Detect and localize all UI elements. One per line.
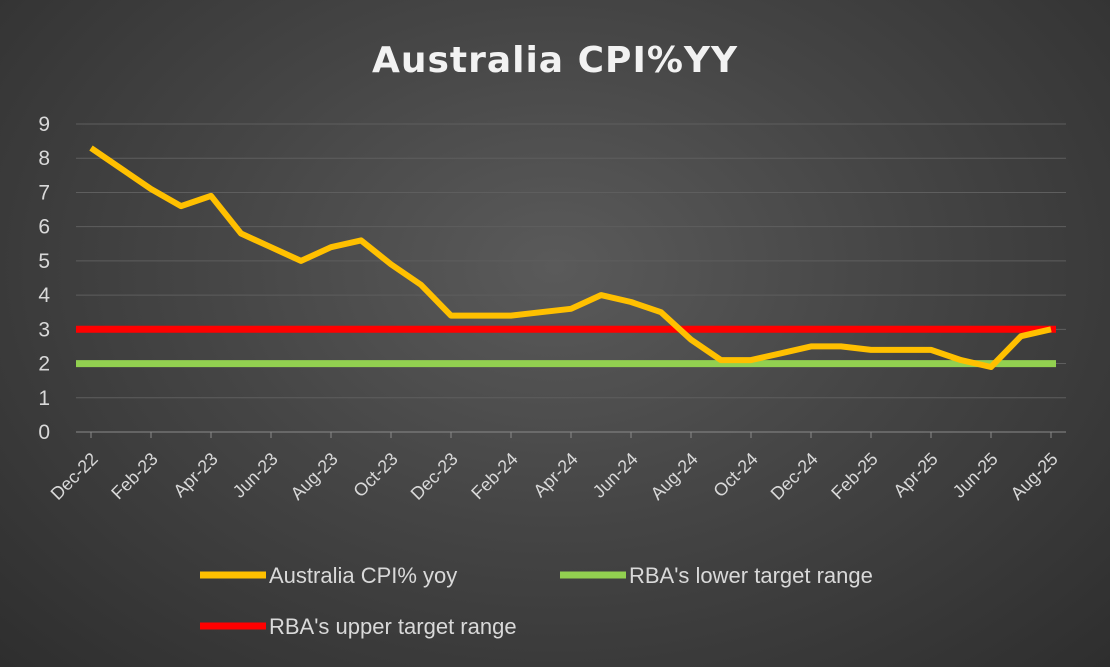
grid-layer bbox=[76, 123, 1066, 433]
chart-title: Australia CPI%YY bbox=[372, 40, 738, 81]
x-tick-label: Apr-24 bbox=[529, 449, 581, 501]
x-tick-labels: Dec-22 Feb-23 Apr-23 Jun-23 Aug-23 Oct-23 Dec-… bbox=[47, 432, 1062, 504]
x-tick-label: Feb-24 bbox=[467, 449, 521, 503]
x-tick-label: Dec-23 bbox=[407, 449, 462, 504]
x-tick-label: Apr-25 bbox=[889, 449, 941, 501]
series-line-0 bbox=[89, 145, 1052, 370]
x-tick-label: Feb-25 bbox=[827, 449, 881, 503]
x-tick-label: Dec-22 bbox=[47, 449, 102, 504]
y-tick-label: 7 bbox=[38, 181, 50, 204]
x-tick-label: Oct-23 bbox=[349, 449, 401, 501]
y-tick-label: 8 bbox=[38, 147, 50, 170]
x-tick-label: Jun-23 bbox=[229, 449, 282, 502]
x-tick-label: Dec-24 bbox=[767, 449, 822, 504]
x-tick-label: Oct-24 bbox=[709, 449, 761, 501]
y-tick-label: 1 bbox=[38, 387, 50, 410]
x-tick-label: Aug-24 bbox=[647, 449, 702, 504]
legend-label-1: RBA's lower target range bbox=[629, 563, 873, 588]
x-tick-label: Aug-23 bbox=[287, 449, 342, 504]
series-layer bbox=[76, 145, 1056, 370]
x-tick-label: Aug-25 bbox=[1007, 449, 1062, 504]
x-tick-label: Jun-25 bbox=[949, 449, 1002, 502]
y-tick-label: 2 bbox=[38, 353, 50, 376]
y-tick-label: 6 bbox=[38, 216, 50, 239]
legend: Australia CPI% yoy RBA's lower target ran… bbox=[200, 563, 873, 639]
x-tick-label: Jun-24 bbox=[589, 449, 642, 502]
y-tick-label: 0 bbox=[38, 421, 50, 444]
x-tick-label: Apr-23 bbox=[169, 449, 221, 501]
y-tick-label: 4 bbox=[38, 284, 50, 307]
y-tick-label: 5 bbox=[38, 250, 50, 273]
x-tick-label: Feb-23 bbox=[107, 449, 161, 503]
legend-label-2: RBA's upper target range bbox=[269, 614, 517, 639]
y-tick-label: 3 bbox=[38, 318, 50, 341]
y-tick-labels: 0 1 2 3 4 5 6 7 8 9 bbox=[38, 113, 50, 444]
y-tick-label: 9 bbox=[38, 113, 50, 136]
legend-label-0: Australia CPI% yoy bbox=[269, 563, 457, 588]
